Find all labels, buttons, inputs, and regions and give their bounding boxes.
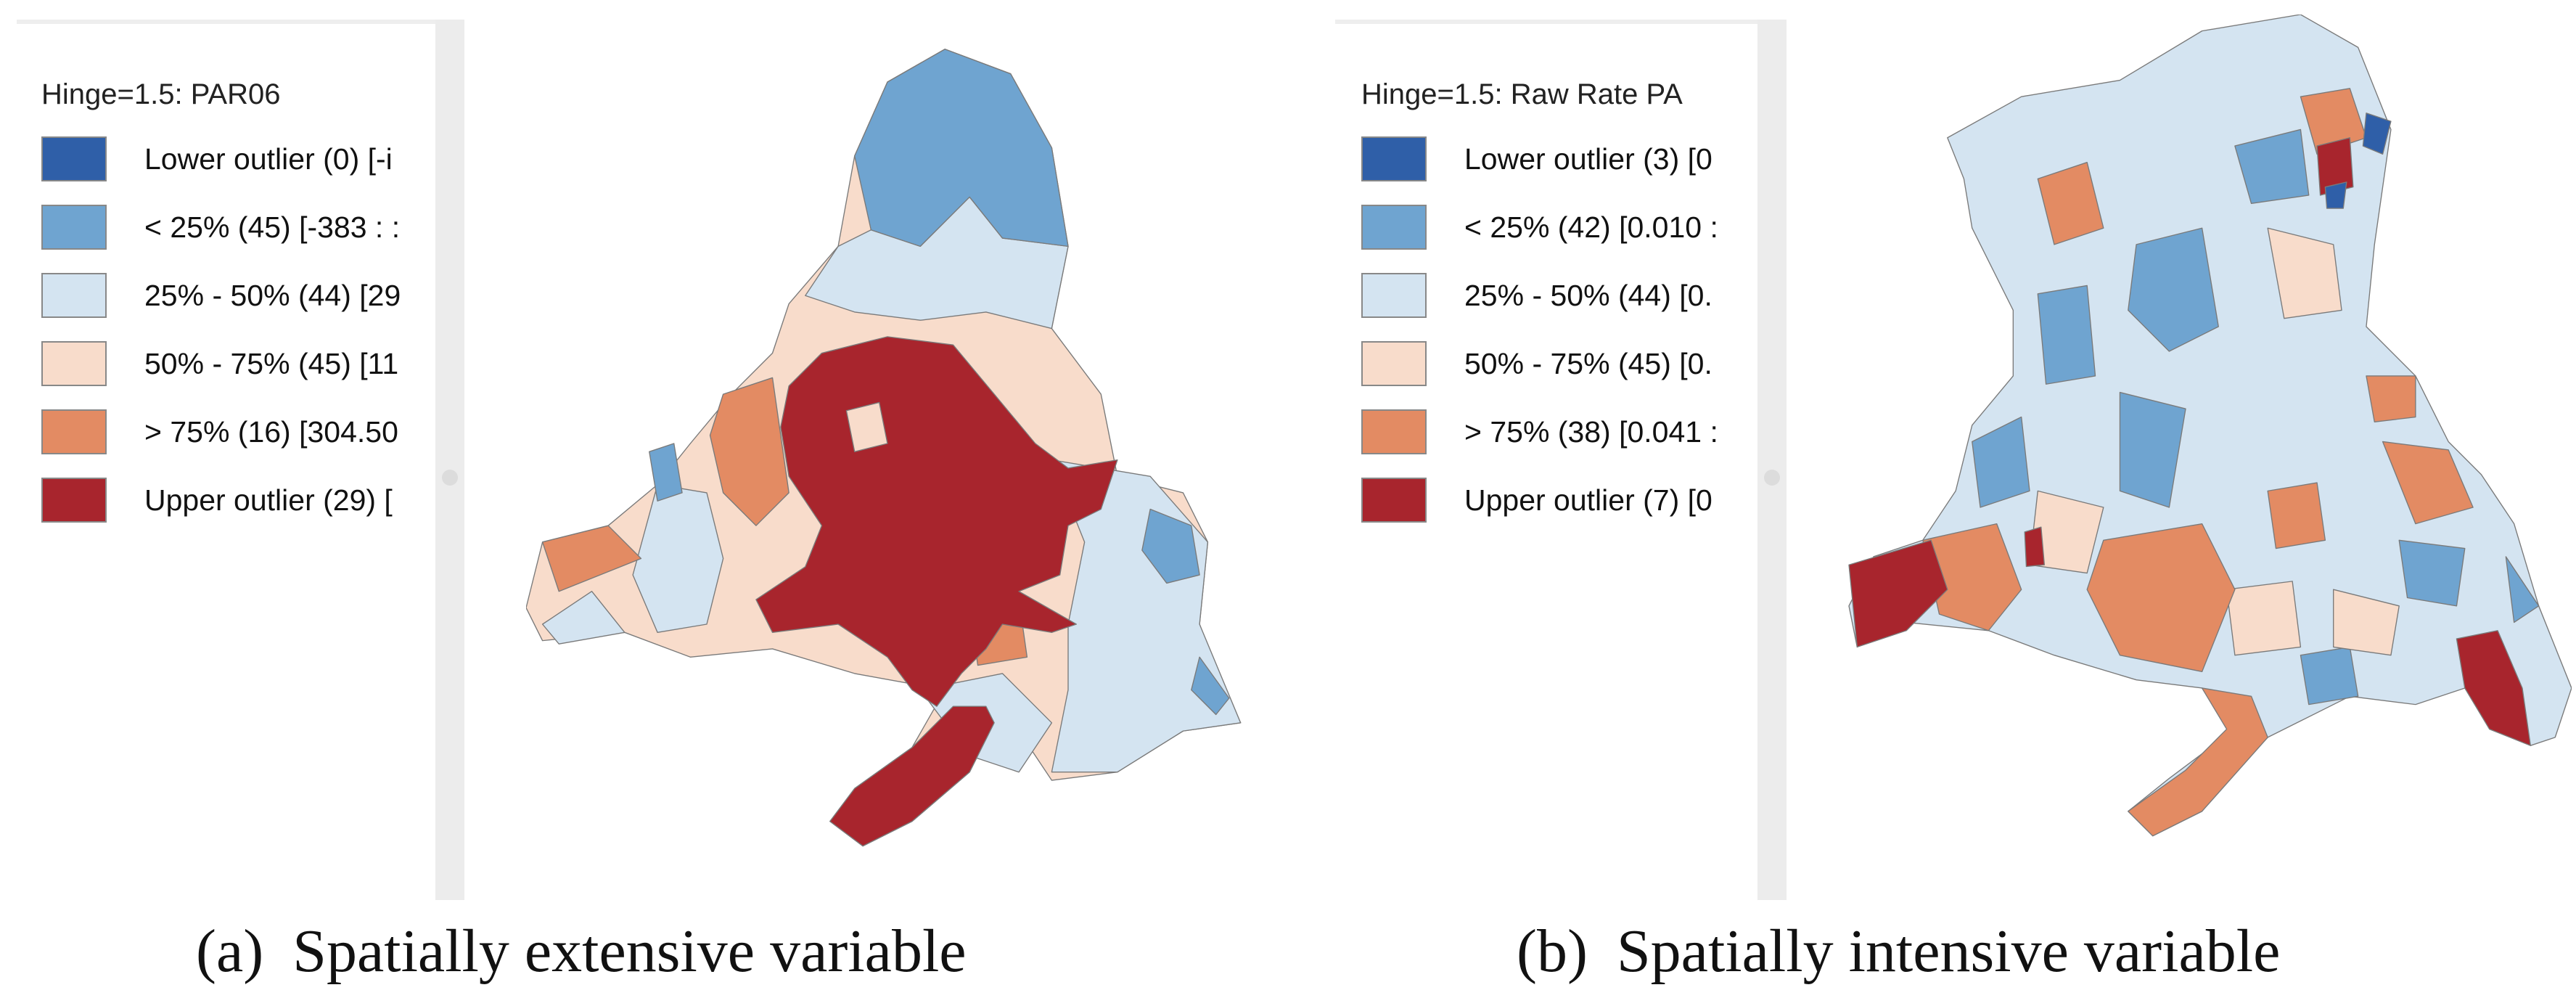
legend-title: Hinge=1.5: Raw Rate PA xyxy=(1361,78,1683,110)
legend-item-lower-outlier[interactable]: Lower outlier (3) [0 xyxy=(1361,136,1712,181)
region-red-ne xyxy=(2316,137,2354,196)
legend-swatch xyxy=(41,273,107,318)
region-orange-tail xyxy=(2128,687,2268,837)
splitter-handle[interactable] xyxy=(1764,470,1780,486)
legend-title: Hinge=1.5: PAR06 xyxy=(41,78,281,110)
caption-text: Spatially intensive variable xyxy=(1616,917,2281,985)
region-dark-blue-ne xyxy=(2362,113,2392,155)
legend-item-above-75[interactable]: > 75% (16) [304.50 xyxy=(41,409,398,454)
choropleth-map-b xyxy=(1848,15,2572,837)
legend-label: Lower outlier (3) [0 xyxy=(1464,142,1712,176)
region-blue-north xyxy=(854,49,1069,248)
legend-swatch xyxy=(41,478,107,523)
region-orange-west xyxy=(709,377,789,526)
caption-label: (a) xyxy=(196,917,264,985)
legend-swatch xyxy=(1361,409,1427,454)
region-base xyxy=(1848,15,2572,837)
legend-item-below-25[interactable]: < 25% (45) [-383 : : xyxy=(41,205,400,250)
legend-item-25-50[interactable]: 25% - 50% (44) [0. xyxy=(1361,273,1712,318)
splitter-a[interactable] xyxy=(435,20,464,900)
legend-label: < 25% (45) [-383 : : xyxy=(144,210,401,244)
region-red-se xyxy=(2456,630,2531,746)
legend-swatch xyxy=(41,341,107,386)
legend-label: 50% - 75% (45) [0. xyxy=(1464,346,1712,380)
region-blue-4 xyxy=(2119,391,2186,508)
region-blue-east-2 xyxy=(1191,656,1230,716)
legend-label: Lower outlier (0) [-i xyxy=(144,142,393,176)
legend-swatch xyxy=(41,409,107,454)
legend-label: < 25% (42) [0.010 : xyxy=(1464,210,1718,244)
region-blue-6 xyxy=(2398,539,2466,607)
region-blue-7 xyxy=(2300,646,2359,706)
region-blue-5 xyxy=(1972,416,2030,508)
region-peach-inner xyxy=(845,401,888,452)
splitter-b[interactable] xyxy=(1757,20,1787,900)
region-peach-3 xyxy=(2333,589,2400,656)
region-blue-3 xyxy=(2234,128,2310,204)
legend-label: > 75% (38) [0.041 : xyxy=(1464,414,1718,449)
legend-label: 25% - 50% (44) [29 xyxy=(144,278,401,312)
legend-item-upper-outlier[interactable]: Upper outlier (7) [0 xyxy=(1361,478,1712,523)
region-blue-1 xyxy=(2128,227,2219,352)
region-orange-6 xyxy=(2267,482,2326,549)
legend-list: Lower outlier (0) [-i < 25% (45) [-383 :… xyxy=(41,24,435,822)
legend-panel-a: Hinge=1.5: PAR06 Lower outlier (0) [-i <… xyxy=(17,20,435,904)
region-orange-5 xyxy=(2037,162,2104,245)
legend-swatch xyxy=(1361,136,1427,181)
caption-label: (b) xyxy=(1517,917,1588,985)
region-blue-8 xyxy=(2505,556,2540,623)
region-red-tail xyxy=(829,706,995,847)
region-orange-west-2 xyxy=(541,525,642,592)
legend-swatch xyxy=(41,136,107,181)
region-blue-2 xyxy=(2037,285,2096,385)
region-orange-1 xyxy=(2086,523,2236,673)
region-light-blue-west xyxy=(632,483,724,633)
region-blue-east xyxy=(1141,508,1200,584)
legend-label: Upper outlier (7) [0 xyxy=(1464,483,1712,517)
region-orange-3 xyxy=(2382,441,2474,525)
legend-item-50-75[interactable]: 50% - 75% (45) [0. xyxy=(1361,341,1712,386)
legend-label: 50% - 75% (45) [11 xyxy=(144,346,399,380)
legend-item-25-50[interactable]: 25% - 50% (44) [29 xyxy=(41,273,401,318)
legend-item-above-75[interactable]: > 75% (38) [0.041 : xyxy=(1361,409,1718,454)
caption-text: Spatially extensive variable xyxy=(292,917,967,985)
legend-swatch xyxy=(1361,273,1427,318)
region-orange-2 xyxy=(1922,523,2022,631)
legend-item-below-25[interactable]: < 25% (42) [0.010 : xyxy=(1361,205,1718,250)
legend-label: Upper outlier (29) [ xyxy=(144,483,393,517)
region-blue-west xyxy=(649,443,683,502)
legend-label: 25% - 50% (44) [0. xyxy=(1464,278,1712,312)
region-red-west xyxy=(2024,526,2046,568)
legend-item-upper-outlier[interactable]: Upper outlier (29) [ xyxy=(41,478,393,523)
region-light-blue-west-2 xyxy=(541,591,625,645)
choropleth-map-a xyxy=(526,49,1242,847)
legend-item-lower-outlier[interactable]: Lower outlier (0) [-i xyxy=(41,136,393,181)
caption-b: (b) Spatially intensive variable xyxy=(1517,916,2280,986)
legend-swatch xyxy=(1361,478,1427,523)
legend-label: > 75% (16) [304.50 xyxy=(144,414,398,449)
legend-swatch xyxy=(41,205,107,250)
legend-swatch xyxy=(1361,205,1427,250)
region-peach-1 xyxy=(2267,227,2342,319)
caption-a: (a) Spatially extensive variable xyxy=(196,916,967,986)
legend-item-50-75[interactable]: 50% - 75% (45) [11 xyxy=(41,341,398,386)
legend-list: Lower outlier (3) [0 < 25% (42) [0.010 :… xyxy=(1361,24,1757,822)
legend-swatch xyxy=(1361,341,1427,386)
region-red-sw xyxy=(1848,539,1948,648)
region-peach-4 xyxy=(2226,581,2302,656)
region-dark-blue-ne-2 xyxy=(2324,181,2347,209)
splitter-handle[interactable] xyxy=(442,470,458,486)
legend-panel-b: Hinge=1.5: Raw Rate PA Lower outlier (3)… xyxy=(1335,20,1757,904)
region-red-core xyxy=(755,336,1118,707)
region-orange-7 xyxy=(2366,375,2416,422)
